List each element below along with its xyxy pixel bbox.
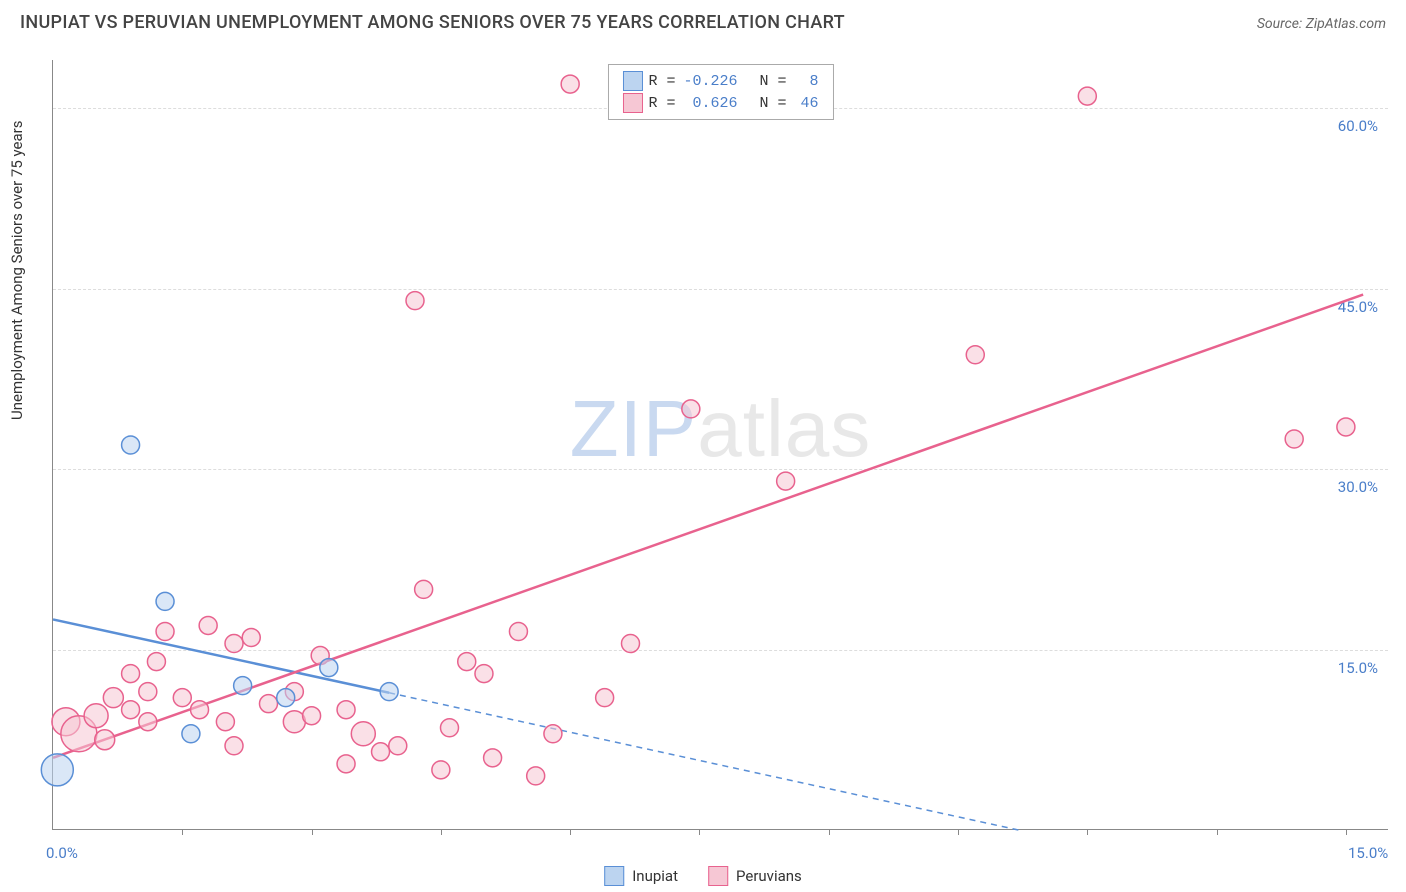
x-axis-max-label: 15.0% [1348, 844, 1388, 862]
x-tick [441, 829, 442, 835]
x-tick [1346, 829, 1347, 835]
legend-row-inupiat: R = -0.226 N = 8 [622, 71, 818, 91]
n-value-peruvians: 46 [793, 95, 819, 112]
series-legend: Inupiat Peruvians [604, 866, 802, 886]
chart-header: INUPIAT VS PERUVIAN UNEMPLOYMENT AMONG S… [0, 0, 1406, 41]
x-tick [1087, 829, 1088, 835]
x-tick [312, 829, 313, 835]
scatter-plot-svg [53, 60, 1388, 829]
r-label: R = [648, 73, 675, 90]
legend-label-peruvians: Peruvians [736, 867, 802, 885]
x-axis-min-label: 0.0% [46, 844, 78, 862]
y-axis-label: Unemployment Among Seniors over 75 years [8, 121, 26, 420]
r-value-inupiat: -0.226 [682, 73, 738, 90]
legend-swatch-inupiat [622, 71, 642, 91]
n-value-inupiat: 8 [793, 73, 819, 90]
n-label: N = [760, 73, 787, 90]
legend-swatch-inupiat [604, 866, 624, 886]
legend-item-inupiat: Inupiat [604, 866, 678, 886]
correlation-legend: R = -0.226 N = 8 R = 0.626 N = 46 [607, 64, 833, 120]
n-label: N = [760, 95, 787, 112]
legend-item-peruvians: Peruvians [708, 866, 802, 886]
x-tick [958, 829, 959, 835]
r-value-peruvians: 0.626 [682, 95, 738, 112]
r-label: R = [648, 95, 675, 112]
chart-title: INUPIAT VS PERUVIAN UNEMPLOYMENT AMONG S… [20, 12, 845, 33]
x-tick [570, 829, 571, 835]
source-attribution: Source: ZipAtlas.com [1257, 16, 1386, 32]
x-tick [829, 829, 830, 835]
chart-plot-area: ZIPatlas 15.0%30.0%45.0%60.0% R = -0.226… [52, 60, 1388, 830]
legend-swatch-peruvians [708, 866, 728, 886]
legend-swatch-peruvians [622, 93, 642, 113]
x-tick [182, 829, 183, 835]
x-tick [1217, 829, 1218, 835]
legend-label-inupiat: Inupiat [632, 867, 678, 885]
legend-row-peruvians: R = 0.626 N = 46 [622, 93, 818, 113]
x-tick [699, 829, 700, 835]
